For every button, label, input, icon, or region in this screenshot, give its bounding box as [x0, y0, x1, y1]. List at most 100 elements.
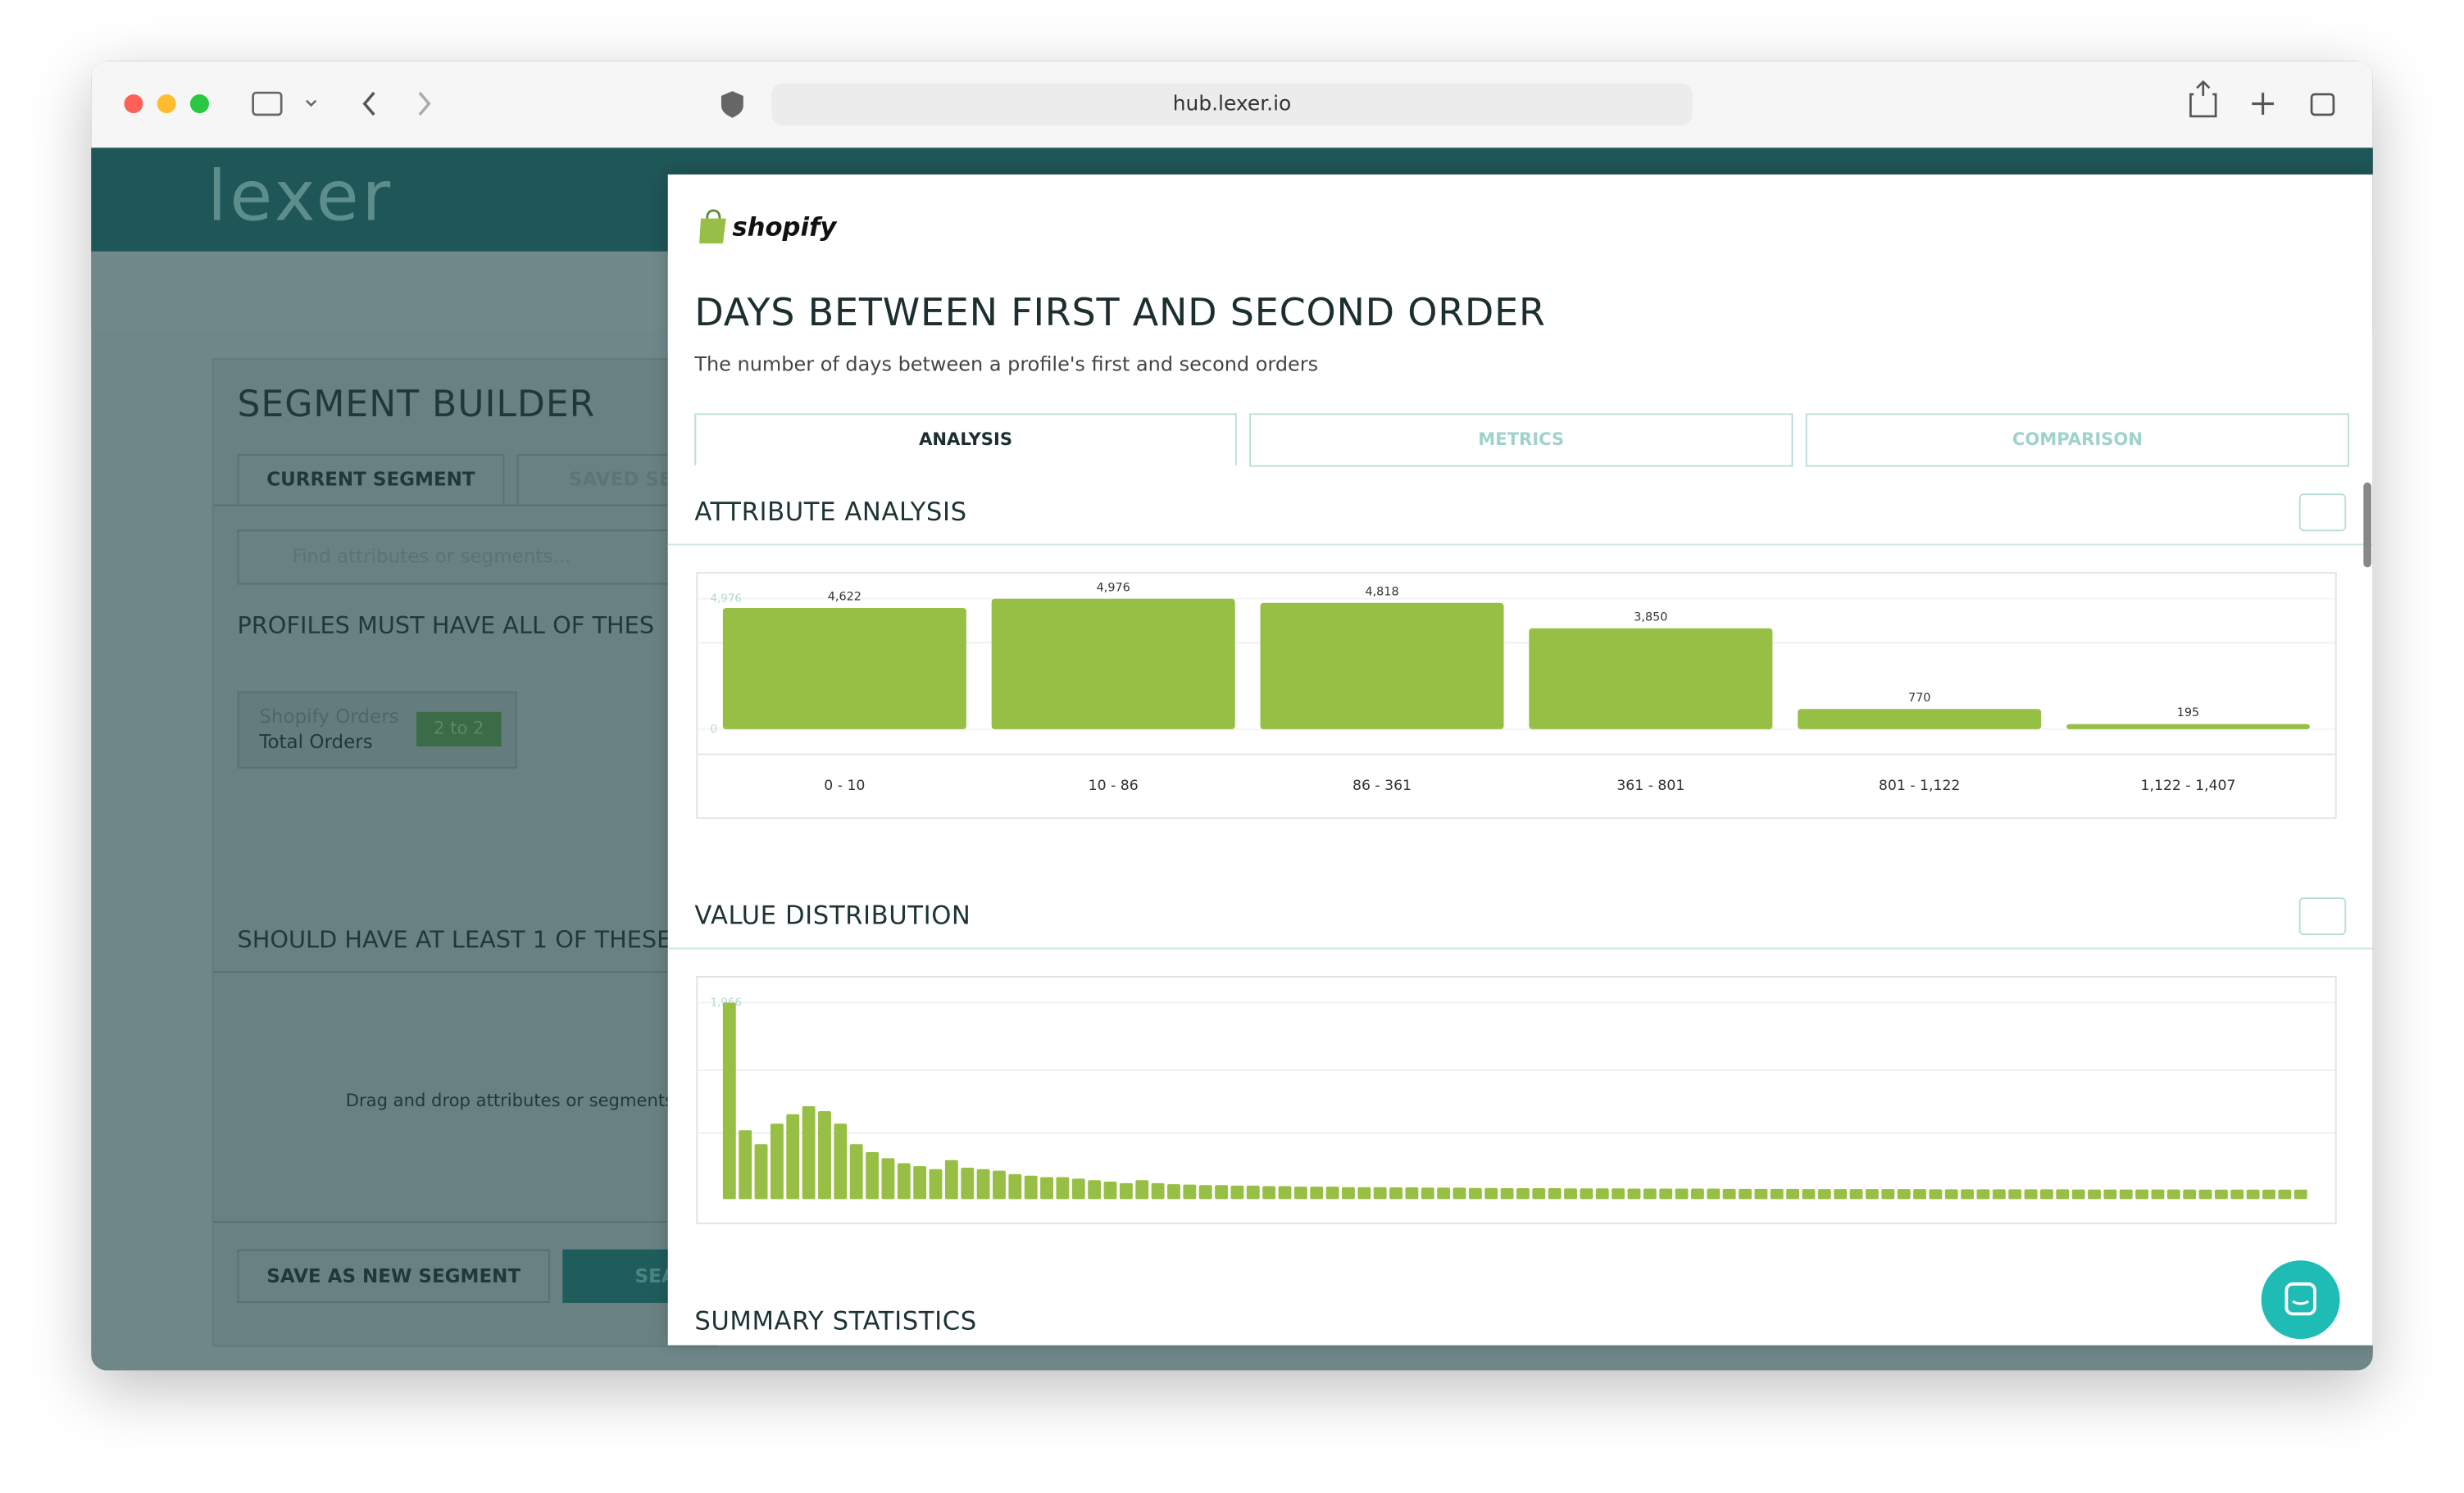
bar — [2198, 1189, 2212, 1200]
bar — [1817, 1189, 1831, 1200]
bar — [913, 1166, 927, 1200]
bar — [739, 1130, 752, 1200]
distribution-chart: 1,966 — [696, 976, 2337, 1225]
chip-value: 2 to 2 — [416, 711, 502, 747]
bar — [818, 1111, 831, 1200]
bar — [1071, 1178, 1085, 1200]
bar — [2008, 1189, 2022, 1200]
minimize[interactable] — [157, 94, 176, 114]
bar — [1834, 1189, 1848, 1200]
bar — [1786, 1188, 1800, 1200]
url: hub.lexer.io — [1172, 93, 1292, 116]
logo: lexer — [207, 157, 393, 238]
bar — [1612, 1188, 1625, 1200]
value-label: 4,976 — [1097, 581, 1130, 594]
zoom[interactable] — [189, 94, 209, 114]
bar — [1262, 1186, 1276, 1200]
bar — [722, 1002, 736, 1200]
bar — [866, 1152, 880, 1200]
y-tick-label: 4,976 — [711, 593, 742, 606]
bar — [1770, 1188, 1784, 1200]
bar — [2066, 724, 2310, 729]
bar — [976, 1169, 990, 1200]
bar — [2071, 1189, 2085, 1200]
bar — [2214, 1189, 2228, 1200]
bar — [1468, 1187, 1482, 1200]
address-bar[interactable]: hub.lexer.io — [771, 83, 1693, 126]
tab[interactable]: ANALYSIS — [694, 413, 1237, 465]
new-tab[interactable] — [2252, 93, 2275, 116]
share[interactable] — [2189, 79, 2217, 118]
bar — [1580, 1188, 1593, 1200]
y-tick-label: 0 — [711, 724, 718, 736]
bar — [2024, 1189, 2038, 1200]
bar — [1103, 1182, 1117, 1200]
bar — [1944, 1189, 1958, 1200]
bar — [1342, 1187, 1355, 1200]
bar — [993, 1170, 1006, 1200]
value-label: 3,850 — [1634, 610, 1667, 624]
x-tick-label: 801 - 1,122 — [1879, 778, 1960, 794]
chat-icon — [2284, 1282, 2316, 1316]
value-label: 195 — [2177, 706, 2199, 719]
bar — [2278, 1189, 2292, 1200]
attribute-chart: 0 4,976 4,622 0 - 10 4,976 10 - 86 4,818 86 - 3… — [696, 572, 2337, 819]
section-heading: SUMMARY STATISTICS — [694, 1305, 977, 1336]
bar — [2151, 1189, 2165, 1200]
bar — [1024, 1175, 1038, 1200]
download-button[interactable] — [2298, 493, 2347, 532]
bar — [1739, 1188, 1752, 1200]
bar — [1040, 1177, 1053, 1200]
forward[interactable] — [418, 92, 431, 116]
bar — [1357, 1187, 1371, 1200]
bar — [1627, 1188, 1641, 1200]
bar — [1421, 1187, 1434, 1200]
x-tick-label: 10 - 86 — [1089, 778, 1139, 794]
toolbar: hub.lexer.io — [91, 61, 2373, 150]
bar — [1675, 1188, 1689, 1200]
bar — [1405, 1187, 1419, 1200]
bar — [1325, 1187, 1339, 1200]
divider — [667, 543, 2373, 546]
chat-button[interactable] — [2261, 1260, 2340, 1340]
tab[interactable]: CURRENT SEGMENT — [237, 454, 505, 505]
bar — [1548, 1187, 1562, 1200]
bar — [1198, 1185, 1212, 1200]
value-label: 770 — [1908, 692, 1930, 705]
tabs[interactable] — [2310, 93, 2335, 116]
bar — [1976, 1189, 1990, 1200]
bar — [1246, 1185, 1260, 1200]
tab[interactable]: COMPARISON — [1805, 413, 2350, 467]
chevron[interactable] — [305, 99, 317, 107]
save-button[interactable]: SAVE AS NEW SEGMENT — [237, 1249, 550, 1303]
bar — [1722, 1188, 1736, 1200]
scrollbar[interactable] — [2363, 482, 2371, 568]
bar — [929, 1169, 943, 1200]
x-tick-label: 1,122 - 1,407 — [2141, 778, 2236, 794]
bar — [961, 1167, 975, 1200]
bar — [1215, 1185, 1228, 1200]
x-tick-label: 361 - 801 — [1616, 778, 1684, 794]
bar — [834, 1123, 848, 1200]
bar — [1881, 1189, 1895, 1200]
tab[interactable]: METRICS — [1249, 413, 1793, 467]
bar — [1897, 1189, 1911, 1200]
bar — [722, 608, 966, 729]
bar — [2183, 1189, 2197, 1200]
download-button[interactable] — [2298, 897, 2347, 936]
bar — [1135, 1180, 1149, 1200]
search-input[interactable]: Find attributes or segments... — [237, 529, 766, 585]
back[interactable] — [362, 92, 375, 116]
bar — [1500, 1187, 1514, 1200]
attribute-chip[interactable]: Shopify Orders Total Orders 2 to 2 — [237, 691, 517, 769]
bar — [1516, 1187, 1530, 1200]
close[interactable] — [124, 94, 143, 114]
bar — [1088, 1180, 1102, 1200]
modal-title: DAYS BETWEEN FIRST AND SECOND ORDER — [694, 290, 1546, 335]
shield[interactable] — [721, 91, 743, 118]
sidebar-toggle[interactable] — [252, 91, 283, 116]
bar — [991, 598, 1235, 729]
modal-subtitle: The number of days between a profile's f… — [694, 352, 1319, 376]
bar — [849, 1144, 863, 1200]
